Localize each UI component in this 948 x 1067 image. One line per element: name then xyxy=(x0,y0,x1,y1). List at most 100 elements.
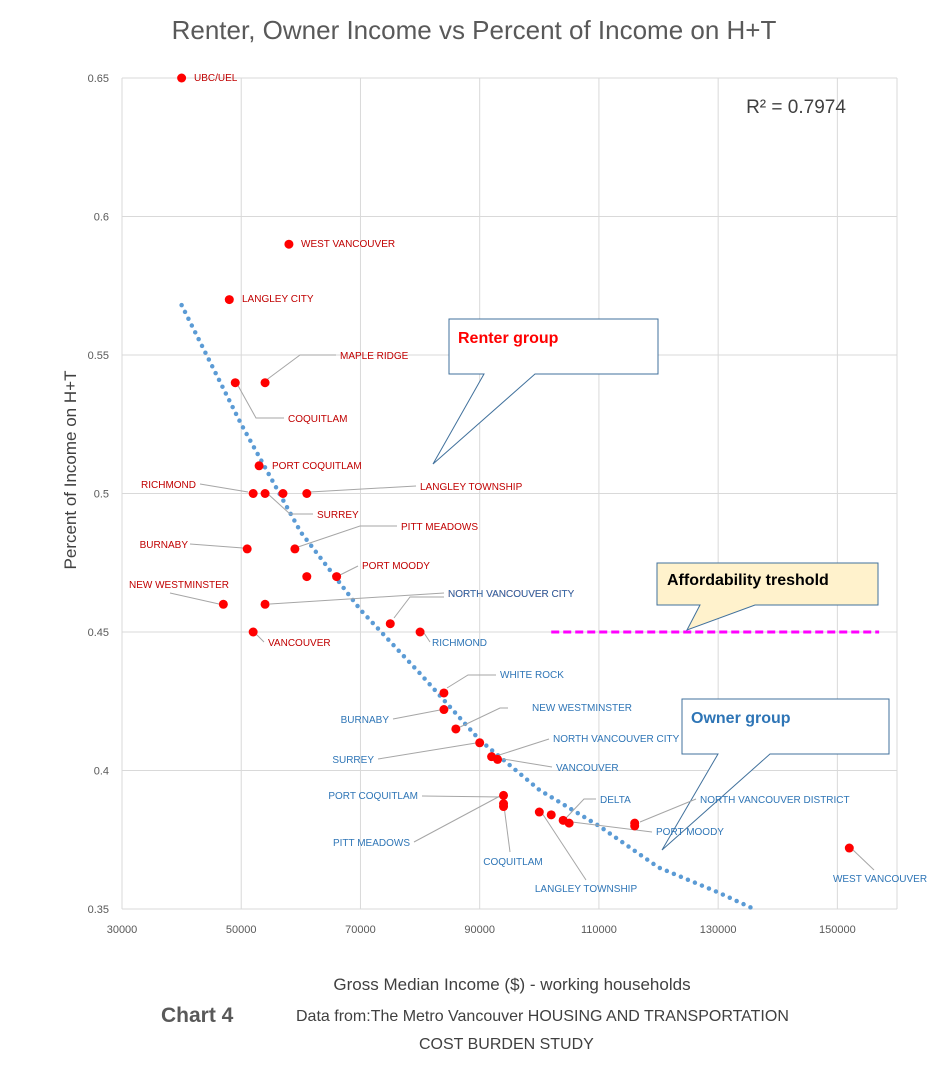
data-label: SURREY xyxy=(317,510,359,521)
data-point xyxy=(278,489,288,498)
data-point xyxy=(254,461,264,471)
y-tick-label: 0.5 xyxy=(94,489,109,501)
data-point xyxy=(302,489,312,498)
data-label: PORT COQUITLAM xyxy=(272,461,362,472)
affordability-callout-text: Affordability treshold xyxy=(667,572,829,589)
y-tick-label: 0.6 xyxy=(94,212,109,224)
leader-line xyxy=(309,485,417,493)
data-point xyxy=(385,619,395,629)
leader-line xyxy=(189,543,244,549)
leader-line xyxy=(503,805,511,853)
y-tick-label: 0.4 xyxy=(94,766,109,778)
data-label: PORT COQUITLAM xyxy=(328,791,418,802)
data-label: BURNABY xyxy=(140,540,189,551)
data-label: BURNABY xyxy=(341,715,390,726)
leader-line xyxy=(421,795,503,798)
leader-line xyxy=(377,742,477,760)
leader-line xyxy=(235,381,284,419)
data-point xyxy=(290,544,300,554)
data-label: DELTA xyxy=(600,795,631,806)
data-point xyxy=(564,818,574,828)
data-point xyxy=(499,790,509,800)
leader-line xyxy=(446,674,496,689)
data-label: LANGLEY TOWNSHIP xyxy=(535,884,638,895)
data-label: COQUITLAM xyxy=(483,857,542,868)
leader-line xyxy=(339,565,359,576)
data-label: VANCOUVER xyxy=(268,638,331,649)
x-tick-label: 50000 xyxy=(226,924,257,936)
leader-line xyxy=(492,738,550,758)
data-point xyxy=(630,818,640,828)
y-tick-label: 0.65 xyxy=(88,73,109,85)
y-axis-ticks: 0.35 0.4 0.45 0.5 0.55 0.6 0.65 xyxy=(88,73,109,916)
chart-title: Renter, Owner Income vs Percent of Incom… xyxy=(172,15,777,45)
data-label: NEW WESTMINSTER xyxy=(129,580,229,591)
data-label: WEST VANCOUVER xyxy=(301,239,395,250)
leader-line xyxy=(851,848,875,871)
leader-line xyxy=(255,633,265,643)
data-point xyxy=(230,378,240,388)
data-label: SURREY xyxy=(332,755,374,766)
data-point xyxy=(451,724,461,734)
leader-line xyxy=(267,493,313,515)
x-axis-label: Gross Median Income ($) - working househ… xyxy=(333,975,690,994)
data-point xyxy=(260,378,270,388)
leader-line xyxy=(169,592,220,605)
data-label: PORT MOODY xyxy=(656,827,724,838)
affordability-callout: Affordability treshold xyxy=(656,562,879,631)
leader-line xyxy=(269,592,445,605)
data-point xyxy=(415,627,425,637)
data-label: UBC/UEL xyxy=(194,73,238,84)
x-tick-label: 130000 xyxy=(700,924,737,936)
x-axis-ticks: 30000 50000 70000 90000 110000 130000 150000 xyxy=(107,924,856,936)
x-tick-label: 30000 xyxy=(107,924,138,936)
data-point xyxy=(439,688,449,698)
data-label: LANGLEY TOWNSHIP xyxy=(420,482,523,493)
leader-line xyxy=(571,821,653,833)
data-label: NEW WESTMINSTER xyxy=(532,703,632,714)
data-point xyxy=(242,544,252,554)
renter-callout-text: Renter group xyxy=(458,330,559,347)
source-line-1: Data from:The Metro Vancouver HOUSING AN… xyxy=(296,1008,789,1025)
leader-line xyxy=(639,798,697,823)
data-label: WEST VANCOUVER xyxy=(833,874,927,885)
data-label: NORTH VANCOUVER CITY xyxy=(448,589,575,600)
affordability-callout-shape xyxy=(656,562,879,631)
data-point xyxy=(218,599,228,609)
owner-callout-text: Owner group xyxy=(691,710,791,727)
data-label: RICHMOND xyxy=(141,480,196,491)
data-point xyxy=(499,802,509,812)
r-squared-label: R² = 0.7974 xyxy=(746,97,846,118)
data-point xyxy=(260,489,270,498)
x-tick-label: 90000 xyxy=(464,924,495,936)
owner-group-callout: Owner group xyxy=(661,698,890,851)
leader-line xyxy=(565,798,596,819)
data-point xyxy=(546,810,556,820)
data-points xyxy=(177,73,854,853)
data-point xyxy=(493,754,503,764)
x-tick-label: 110000 xyxy=(581,924,617,936)
data-label: MAPLE RIDGE xyxy=(340,351,409,362)
y-axis-label: Percent of Income on H+T xyxy=(61,371,80,570)
data-label: NORTH VANCOUVER CITY xyxy=(553,734,680,745)
leader-line xyxy=(297,525,397,548)
leader-line xyxy=(423,632,431,643)
data-labels: UBC/UEL WEST VANCOUVER LANGLEY CITY MAPLE R… xyxy=(129,73,927,895)
leader-line xyxy=(199,483,249,493)
label-leader-lines xyxy=(169,354,875,881)
x-tick-label: 70000 xyxy=(345,924,376,936)
leader-line xyxy=(393,596,444,619)
leader-line xyxy=(457,707,508,729)
data-label: RICHMOND xyxy=(432,638,487,649)
data-label: COQUITLAM xyxy=(288,414,347,425)
data-point xyxy=(302,572,312,582)
data-label: PITT MEADOWS xyxy=(333,838,410,849)
chart-number: Chart 4 xyxy=(161,1004,234,1027)
data-label: PORT MOODY xyxy=(362,561,430,572)
data-label: VANCOUVER xyxy=(556,763,619,774)
x-tick-label: 150000 xyxy=(819,924,856,936)
renter-group-callout: Renter group xyxy=(432,318,659,465)
data-point xyxy=(177,73,187,83)
